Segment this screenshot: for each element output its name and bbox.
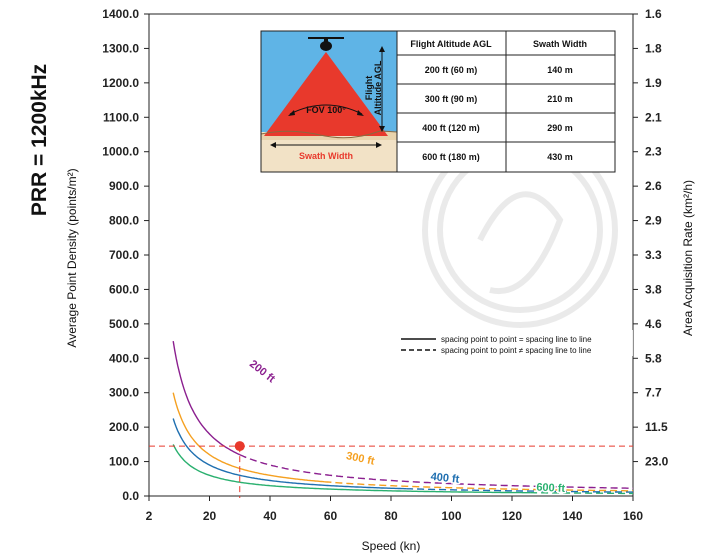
y2-tick-label: 5.8 bbox=[645, 351, 662, 365]
x-tick-label: 2 bbox=[146, 509, 153, 523]
series-label: 600 ft bbox=[536, 482, 566, 496]
legend-dashed-label: spacing point to point ≠ spacing line to… bbox=[441, 346, 592, 355]
y-tick-label: 1000.0 bbox=[102, 145, 139, 159]
marker-point bbox=[235, 441, 245, 451]
y2-tick-label: 2.9 bbox=[645, 214, 662, 228]
swath-label: Swath Width bbox=[299, 151, 353, 161]
y2-tick-label: 1.8 bbox=[645, 41, 662, 55]
y2-tick-label: 2.3 bbox=[645, 145, 662, 159]
series-label: 300 ft bbox=[345, 450, 376, 468]
fov-label: FOV 100° bbox=[306, 105, 346, 115]
y2-tick-label: 2.6 bbox=[645, 179, 662, 193]
table-header: Swath Width bbox=[533, 39, 587, 49]
series-line-solid-300ft bbox=[173, 393, 324, 482]
y2-tick-label: 4.6 bbox=[645, 317, 662, 331]
y-tick-label: 800.0 bbox=[109, 214, 139, 228]
legend: spacing point to point = spacing line to… bbox=[397, 330, 633, 356]
inset: FOV 100° Flight Altitude AGL Swath Width… bbox=[261, 31, 615, 172]
x-tick-label: 160 bbox=[623, 509, 643, 523]
x-tick-label: 100 bbox=[441, 509, 461, 523]
y-axis-title: Average Point Density (points/m²) bbox=[65, 168, 79, 347]
y2-tick-label: 2.1 bbox=[645, 110, 662, 124]
table-cell: 430 m bbox=[547, 152, 573, 162]
legend-solid-label: spacing point to point = spacing line to… bbox=[441, 335, 592, 344]
y-tick-label: 600.0 bbox=[109, 282, 139, 296]
y-tick-label: 300.0 bbox=[109, 386, 139, 400]
x-tick-label: 140 bbox=[562, 509, 582, 523]
table-cell: 210 m bbox=[547, 94, 573, 104]
y-tick-label: 200.0 bbox=[109, 420, 139, 434]
x-tick-label: 60 bbox=[324, 509, 338, 523]
x-axis-title: Speed (kn) bbox=[362, 539, 421, 553]
table-cell: 140 m bbox=[547, 65, 573, 75]
table-cell: 300 ft (90 m) bbox=[425, 94, 478, 104]
series-line-dashed-300ft bbox=[324, 482, 633, 491]
y2-axis-title: Area Acquisition Rate (km²/h) bbox=[681, 180, 695, 336]
series-line-solid-200ft bbox=[173, 341, 240, 455]
table-cell: 200 ft (60 m) bbox=[425, 65, 478, 75]
table-header: Flight Altitude AGL bbox=[410, 39, 492, 49]
table-cell: 600 ft (180 m) bbox=[422, 152, 480, 162]
y-tick-label: 500.0 bbox=[109, 317, 139, 331]
y2-tick-label: 3.3 bbox=[645, 248, 662, 262]
table-cell: 290 m bbox=[547, 123, 573, 133]
series-label: 400 ft bbox=[430, 471, 460, 486]
y2-tick-label: 1.9 bbox=[645, 76, 662, 90]
y-tick-label: 400.0 bbox=[109, 351, 139, 365]
x-tick-label: 40 bbox=[263, 509, 277, 523]
altitude-label-line2: Altitude AGL bbox=[373, 60, 383, 115]
y-tick-label: 900.0 bbox=[109, 179, 139, 193]
y-tick-label: 1100.0 bbox=[103, 110, 139, 124]
x-tick-label: 20 bbox=[203, 509, 217, 523]
y2-tick-label: 3.8 bbox=[645, 282, 662, 296]
table-cell: 400 ft (120 m) bbox=[422, 123, 480, 133]
y-tick-label: 1400.0 bbox=[102, 7, 139, 21]
series-label: 200 ft bbox=[247, 358, 277, 385]
y-tick-label: 1300.0 bbox=[102, 41, 139, 55]
y-tick-label: 0.0 bbox=[122, 489, 139, 503]
y2-tick-label: 11.5 bbox=[645, 420, 668, 434]
x-tick-label: 120 bbox=[502, 509, 522, 523]
y-tick-label: 700.0 bbox=[109, 248, 139, 262]
y2-tick-label: 23.0 bbox=[645, 455, 669, 469]
y-tick-label: 100.0 bbox=[109, 455, 139, 469]
x-tick-label: 80 bbox=[384, 509, 398, 523]
side-title: PRR = 1200kHz bbox=[28, 64, 51, 216]
y2-tick-label: 7.7 bbox=[645, 386, 662, 400]
y-tick-label: 1200.0 bbox=[102, 76, 139, 90]
y2-tick-label: 1.6 bbox=[645, 7, 662, 21]
curves-layer: 200 ft 300 ft 400 ft 600 ft bbox=[173, 341, 633, 495]
